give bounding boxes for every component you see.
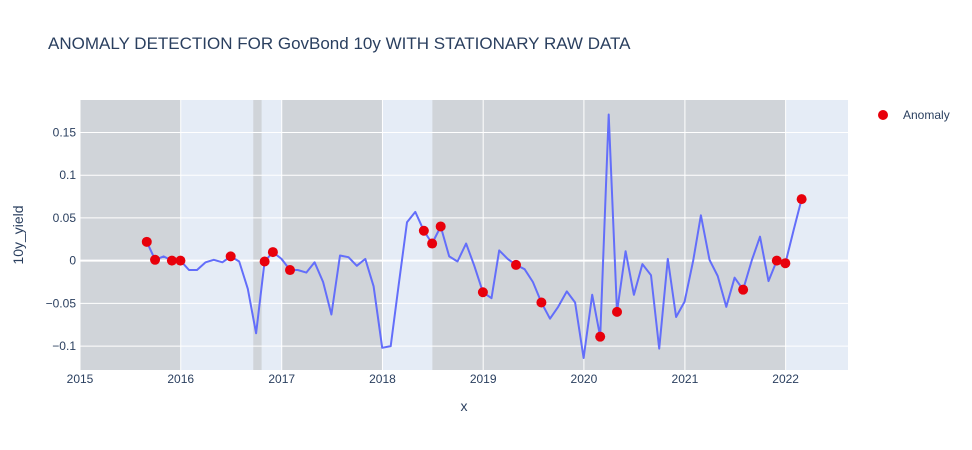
anomaly-point: [166, 255, 177, 266]
chart-title: ANOMALY DETECTION FOR GovBond 10y WITH S…: [48, 34, 631, 53]
anomaly-point: [738, 284, 749, 295]
x-axis-title: x: [461, 398, 468, 414]
legend-anomaly-label: Anomaly: [903, 108, 950, 122]
y-tick-label: 0: [69, 254, 76, 268]
anomaly-markers: [141, 194, 807, 342]
x-tick-labels: 2015 2016 2017 2018 2019 2020 2021 2022: [67, 372, 800, 386]
x-tick-label: 2021: [672, 372, 699, 386]
anomaly-point: [536, 297, 547, 308]
x-tick-label: 2022: [772, 372, 799, 386]
x-tick-label: 2016: [167, 372, 194, 386]
y-tick-label: 0.1: [59, 168, 76, 182]
anomaly-point: [267, 247, 278, 258]
series-line: [145, 113, 803, 359]
yield-line: [145, 113, 803, 359]
y-tick-label: 0.05: [53, 211, 77, 225]
anomaly-point: [285, 265, 296, 276]
x-tick-label: 2018: [369, 372, 396, 386]
y-tick-label: 0.15: [53, 125, 77, 139]
anomaly-point: [141, 236, 152, 247]
anomaly-point: [511, 259, 522, 270]
anomaly-region: [281, 100, 383, 370]
anomaly-region: [253, 100, 262, 370]
anomaly-point: [175, 255, 186, 266]
anomaly-point: [259, 256, 270, 267]
x-tick-label: 2020: [571, 372, 598, 386]
y-tick-label: −0.1: [52, 339, 76, 353]
legend[interactable]: Anomaly: [878, 108, 950, 122]
anomaly-point: [435, 221, 446, 232]
anomaly-point: [612, 306, 623, 317]
shaded-regions: [80, 100, 786, 370]
anomaly-region: [80, 100, 181, 370]
anomaly-point: [150, 254, 161, 265]
grid-lines: [79, 100, 848, 370]
x-tick-label: 2019: [470, 372, 497, 386]
anomaly-point: [780, 258, 791, 269]
anomaly-point: [427, 238, 438, 249]
anomaly-point: [418, 225, 429, 236]
y-tick-labels: 0.15 0.1 0.05 0 −0.05 −0.1: [46, 125, 77, 353]
y-tick-label: −0.05: [46, 296, 77, 310]
x-tick-label: 2017: [268, 372, 295, 386]
anomaly-point: [771, 255, 782, 266]
anomaly-point: [225, 251, 236, 262]
anomaly-point: [477, 287, 488, 298]
y-axis-title: 10y_yield: [10, 205, 26, 264]
x-tick-label: 2015: [67, 372, 94, 386]
anomaly-point: [796, 194, 807, 205]
anomaly-point: [595, 331, 606, 342]
legend-anomaly-marker: [878, 110, 888, 120]
